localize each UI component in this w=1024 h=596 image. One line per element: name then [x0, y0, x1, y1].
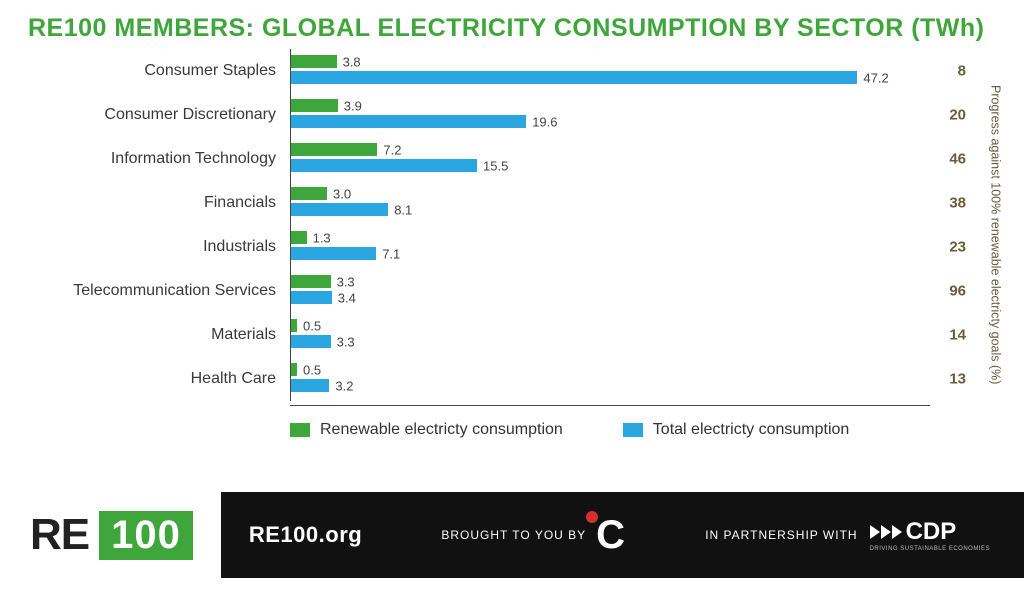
category-label: Materials [10, 326, 290, 344]
category-label: Consumer Staples [10, 62, 290, 80]
bar-total: 3.2 [291, 379, 329, 392]
bar-total-value: 8.1 [388, 202, 412, 217]
bar-total-value: 3.2 [329, 378, 353, 393]
bar-renewable-value: 0.5 [297, 362, 321, 377]
bar-renewable: 7.2 [291, 143, 377, 156]
bar-total-value: 3.4 [332, 290, 356, 305]
category-label: Telecommunication Services [10, 282, 290, 300]
bar-renewable-value: 7.2 [377, 142, 401, 157]
footer-bar: RE100.org BROUGHT TO YOU BY C IN PARTNER… [221, 492, 1024, 578]
bar-total: 47.2 [291, 71, 857, 84]
brought-by-label: BROUGHT TO YOU BY [441, 528, 586, 542]
bar-renewable-value: 3.9 [338, 98, 362, 113]
category-label: Consumer Discretionary [10, 106, 290, 124]
chart-row: Telecommunication Services3.33.496 [10, 269, 968, 313]
bar-renewable-value: 1.3 [307, 230, 331, 245]
bar-pair: 3.9 19.6 [290, 93, 968, 137]
bar-pair: 1.3 7.1 [290, 225, 968, 269]
bar-renewable-value: 0.5 [297, 318, 321, 333]
x-axis-line [290, 405, 930, 406]
progress-value: 20 [936, 107, 966, 124]
bar-total-value: 19.6 [526, 114, 557, 129]
bar-total: 8.1 [291, 203, 388, 216]
bar-pair: 0.5 3.2 [290, 357, 968, 401]
bar-pair: 3.8 47.2 [290, 49, 968, 93]
cdp-text: CDP [906, 518, 957, 546]
bar-renewable-value: 3.0 [327, 186, 351, 201]
bar-total: 7.1 [291, 247, 376, 260]
bar-pair: 0.5 3.3 [290, 313, 968, 357]
re100-logo: RE 100 [30, 510, 193, 560]
logo-100-text: 100 [99, 511, 193, 560]
bar-total-value: 15.5 [477, 158, 508, 173]
chart-area: Consumer Staples3.847.28Consumer Discret… [10, 49, 1016, 459]
chart-row: Industrials1.37.123 [10, 225, 968, 269]
chart-rows: Consumer Staples3.847.28Consumer Discret… [10, 49, 968, 401]
progress-value: 14 [936, 327, 966, 344]
chart-row: Consumer Discretionary3.919.620 [10, 93, 968, 137]
legend-label-total: Total electricty consumption [653, 421, 850, 439]
bar-renewable: 3.0 [291, 187, 327, 200]
chart-row: Health Care0.53.213 [10, 357, 968, 401]
bar-pair: 3.0 8.1 [290, 181, 968, 225]
legend-label-renewable: Renewable electricty consumption [320, 421, 563, 439]
progress-value: 8 [936, 63, 966, 80]
chart-row: Materials0.53.314 [10, 313, 968, 357]
bar-pair: 3.33.4 [290, 269, 968, 313]
degree-dot-icon [586, 511, 598, 523]
footer-url: RE100.org [249, 522, 362, 548]
legend-item-renewable: Renewable electricty consumption [290, 421, 563, 439]
partner-label: IN PARTNERSHIP WITH [705, 528, 857, 542]
category-label: Information Technology [10, 150, 290, 168]
legend-swatch-total [623, 423, 643, 437]
bar-renewable-value: 3.3 [331, 274, 355, 289]
logo-re-text: RE [30, 510, 89, 560]
bar-total: 3.3 [291, 335, 331, 348]
legend-swatch-renewable [290, 423, 310, 437]
category-label: Industrials [10, 238, 290, 256]
bar-total: 15.5 [291, 159, 477, 172]
cdp-logo: CDP DRIVING SUSTAINABLE ECONOMIES [870, 518, 990, 552]
bar-total: 3.4 [291, 291, 332, 304]
bar-renewable: 3.3 [291, 275, 331, 288]
bar-total-value: 7.1 [376, 246, 400, 261]
legend-item-total: Total electricty consumption [623, 421, 850, 439]
degree-c-logo: C [596, 515, 626, 555]
progress-value: 96 [936, 283, 966, 300]
partner-block: IN PARTNERSHIP WITH CDP DRIVING SUSTAINA… [705, 518, 990, 552]
bar-renewable: 3.8 [291, 55, 337, 68]
bar-pair: 7.2 15.5 [290, 137, 968, 181]
bar-renewable: 3.9 [291, 99, 338, 112]
bar-renewable: 1.3 [291, 231, 307, 244]
category-label: Health Care [10, 370, 290, 388]
chart-title: RE100 MEMBERS: GLOBAL ELECTRICITY CONSUM… [0, 0, 1024, 49]
footer-logo-block: RE 100 [0, 492, 221, 578]
progress-value: 46 [936, 151, 966, 168]
brought-by-block: BROUGHT TO YOU BY C [441, 515, 626, 555]
footer: RE 100 RE100.org BROUGHT TO YOU BY C IN … [0, 492, 1024, 578]
cdp-arrows-icon [870, 525, 902, 539]
bar-total-value: 47.2 [857, 70, 888, 85]
bar-total-value: 3.3 [331, 334, 355, 349]
category-label: Financials [10, 194, 290, 212]
chart-row: Consumer Staples3.847.28 [10, 49, 968, 93]
chart-row: Information Technology7.215.546 [10, 137, 968, 181]
chart-row: Financials3.08.138 [10, 181, 968, 225]
progress-value: 38 [936, 195, 966, 212]
bar-renewable: 0.5 [291, 319, 297, 332]
legend: Renewable electricty consumption Total e… [290, 421, 849, 439]
bar-renewable-value: 3.8 [337, 54, 361, 69]
cdp-subtext: DRIVING SUSTAINABLE ECONOMIES [870, 546, 990, 552]
bar-total: 19.6 [291, 115, 526, 128]
right-axis-label: Progress against 100% renewable electric… [980, 55, 1010, 415]
bar-renewable: 0.5 [291, 363, 297, 376]
progress-value: 13 [936, 371, 966, 388]
progress-value: 23 [936, 239, 966, 256]
